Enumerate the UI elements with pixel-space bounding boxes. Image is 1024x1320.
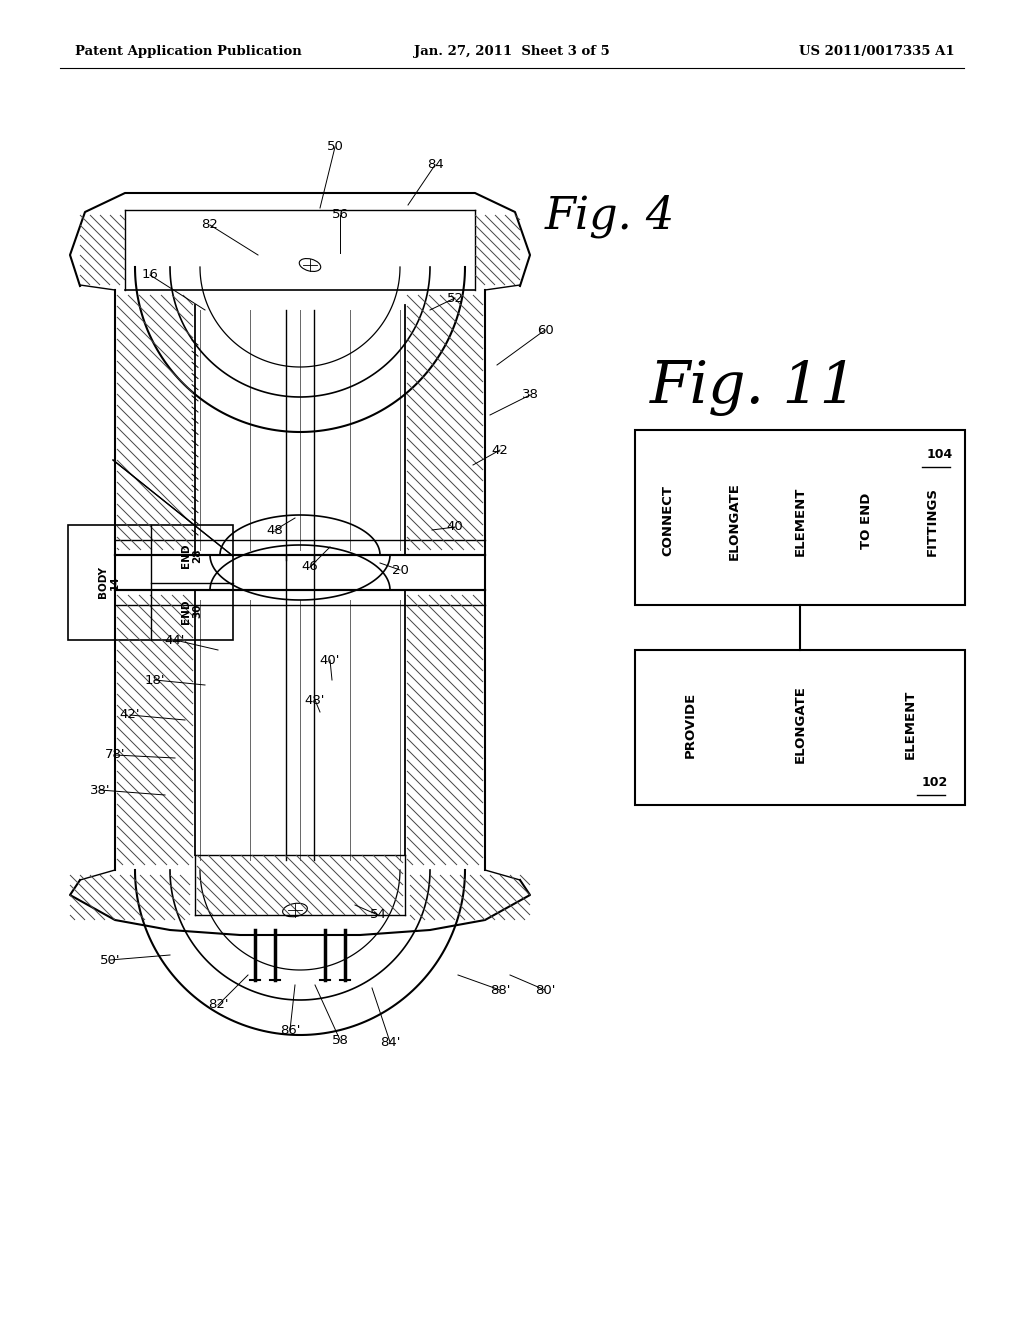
- Text: 104: 104: [927, 449, 953, 462]
- Text: 46: 46: [302, 561, 318, 573]
- Text: Fig. 4: Fig. 4: [545, 195, 675, 239]
- Text: 16: 16: [141, 268, 159, 281]
- Text: ELONGATE: ELONGATE: [794, 685, 807, 763]
- Text: 56: 56: [332, 209, 348, 222]
- Text: ELONGATE: ELONGATE: [727, 482, 740, 560]
- Text: 42': 42': [120, 709, 140, 722]
- Bar: [68, 525, 233, 640]
- Text: 82': 82': [208, 998, 228, 1011]
- Bar: [635, 649, 965, 805]
- Text: 18': 18': [144, 673, 165, 686]
- Text: 50: 50: [327, 140, 343, 153]
- Text: 48': 48': [305, 693, 326, 706]
- Text: 50': 50': [99, 953, 120, 966]
- Text: ELEMENT: ELEMENT: [903, 690, 916, 759]
- Text: Jan. 27, 2011  Sheet 3 of 5: Jan. 27, 2011 Sheet 3 of 5: [414, 45, 610, 58]
- Text: 52: 52: [446, 292, 464, 305]
- Text: US 2011/0017335 A1: US 2011/0017335 A1: [800, 45, 955, 58]
- Text: ELEMENT: ELEMENT: [794, 486, 807, 556]
- Text: 86': 86': [280, 1023, 300, 1036]
- Text: 102: 102: [922, 776, 948, 789]
- Text: 38': 38': [90, 784, 111, 796]
- Text: 84: 84: [427, 158, 443, 172]
- Text: 38: 38: [521, 388, 539, 401]
- Text: END
30: END 30: [181, 599, 203, 623]
- Text: 40': 40': [319, 653, 340, 667]
- Text: 84': 84': [380, 1035, 400, 1048]
- Text: 54: 54: [370, 908, 386, 921]
- Text: 60: 60: [537, 323, 553, 337]
- Text: CONNECT: CONNECT: [662, 486, 675, 557]
- Text: 48: 48: [266, 524, 284, 536]
- Text: 40: 40: [446, 520, 464, 533]
- Text: Patent Application Publication: Patent Application Publication: [75, 45, 302, 58]
- Text: FITTINGS: FITTINGS: [926, 487, 939, 556]
- Text: 80': 80': [535, 983, 555, 997]
- Text: PROVIDE: PROVIDE: [683, 692, 696, 758]
- Text: 20: 20: [391, 564, 409, 577]
- Text: 44': 44': [165, 634, 185, 647]
- Text: 42: 42: [492, 444, 509, 457]
- Text: END
28: END 28: [181, 544, 203, 569]
- Text: BODY
14: BODY 14: [98, 566, 120, 598]
- Bar: [635, 430, 965, 605]
- Text: TO END: TO END: [859, 492, 872, 549]
- Text: Fig. 11: Fig. 11: [650, 360, 858, 417]
- Text: 78': 78': [104, 748, 125, 762]
- Text: 82: 82: [202, 219, 218, 231]
- Text: 58: 58: [332, 1034, 348, 1047]
- Text: 88': 88': [489, 983, 510, 997]
